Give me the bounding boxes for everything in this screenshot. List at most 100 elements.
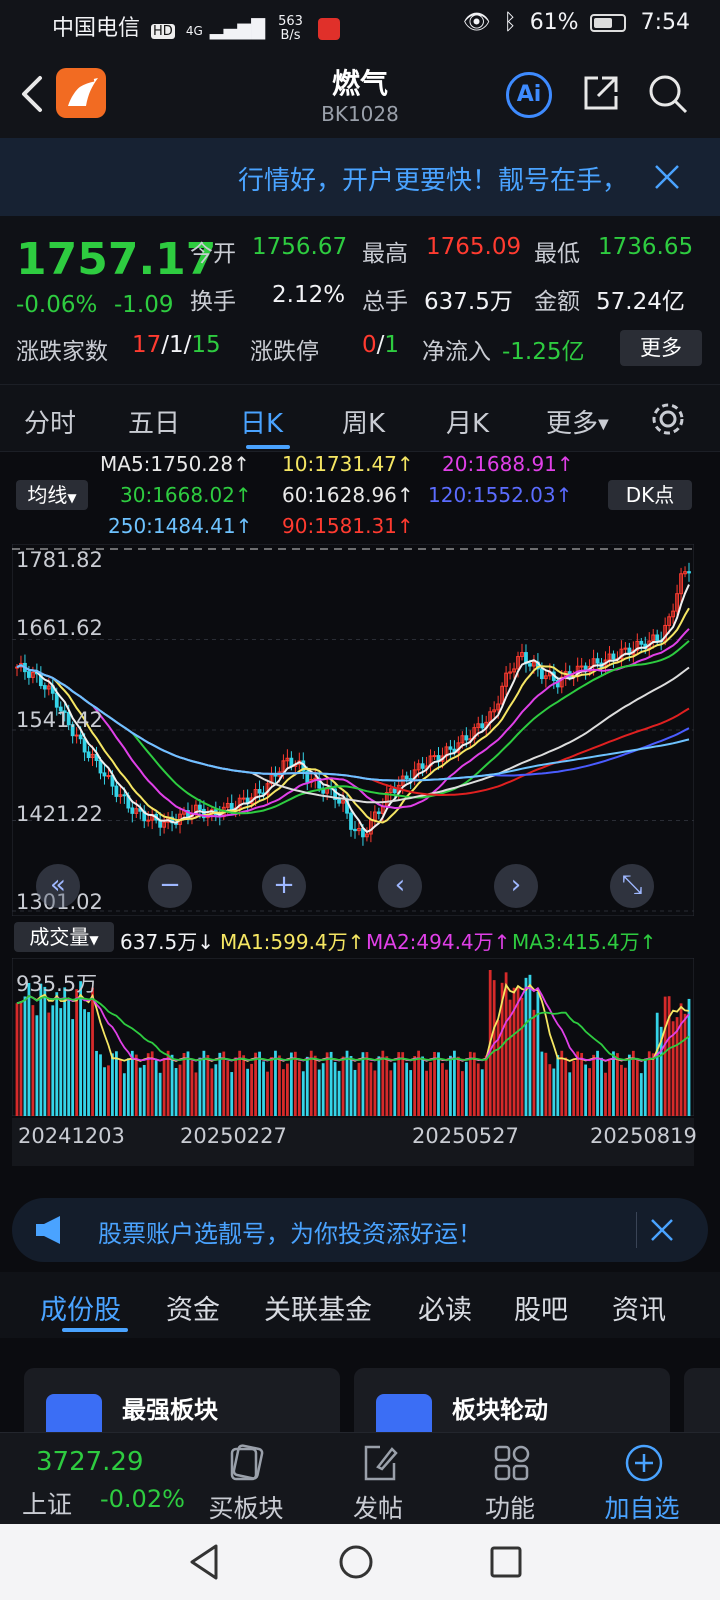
account-promo-banner[interactable]: 股票账户选靓号，为你投资添好运！ bbox=[12, 1198, 708, 1262]
advdec-sep1: / bbox=[161, 332, 170, 358]
volume-ma-line bbox=[16, 994, 690, 1062]
candle-body bbox=[58, 706, 63, 712]
y-tick-0: 1781.82 bbox=[16, 548, 103, 572]
nav-recents-icon[interactable] bbox=[486, 1542, 526, 1582]
candle-body bbox=[508, 671, 512, 674]
volume-bar bbox=[389, 1070, 393, 1116]
dropdown-icon: ▼ bbox=[598, 416, 609, 433]
volume-bar bbox=[456, 1056, 460, 1116]
close-icon[interactable] bbox=[650, 1218, 674, 1242]
tab-funds-flow[interactable]: 资金 bbox=[166, 1295, 220, 1326]
candle-body bbox=[655, 634, 660, 641]
candle-body bbox=[241, 797, 246, 800]
tab-monthly-k[interactable]: 月K bbox=[446, 409, 490, 439]
volume-bar bbox=[500, 982, 504, 1116]
share-icon[interactable] bbox=[580, 72, 622, 114]
tab-five-day[interactable]: 五日 bbox=[128, 409, 181, 439]
ma-selector[interactable]: 均线▼ bbox=[16, 480, 88, 510]
nav-back-icon[interactable] bbox=[186, 1542, 222, 1582]
candle-body bbox=[341, 800, 345, 804]
volume-selector[interactable]: 成交量▼ bbox=[14, 922, 114, 952]
network-type: 4G bbox=[185, 24, 203, 38]
volume-bar bbox=[115, 1051, 118, 1116]
volume-bar bbox=[683, 1013, 687, 1116]
candle-body bbox=[229, 802, 234, 811]
index-ticker[interactable]: 3727.29 上证 -0.02% bbox=[22, 1433, 185, 1525]
scroll-right-button[interactable]: › bbox=[494, 864, 538, 908]
more-button[interactable]: 更多 bbox=[620, 330, 702, 366]
tab-news[interactable]: 资讯 bbox=[612, 1295, 666, 1326]
nav-home-icon[interactable] bbox=[336, 1542, 376, 1582]
tab-weekly-k[interactable]: 周K bbox=[342, 409, 386, 439]
promo-banner[interactable]: 行情好，开户更要快！靓号在手， bbox=[0, 138, 720, 216]
volume-chart[interactable] bbox=[12, 958, 694, 1116]
dk-point-button[interactable]: DK点 bbox=[608, 480, 692, 510]
candle-body bbox=[623, 647, 628, 650]
turnover-value: 2.12% bbox=[272, 282, 346, 308]
volume-bar bbox=[190, 1060, 194, 1116]
card-partial[interactable] bbox=[684, 1368, 720, 1432]
candle-body bbox=[237, 797, 242, 809]
zoom-out-button[interactable]: − bbox=[148, 864, 192, 908]
zoom-in-button[interactable]: + bbox=[262, 864, 306, 908]
volume-bar bbox=[476, 1063, 480, 1116]
candle-body bbox=[432, 755, 437, 758]
x-tick-1: 20250227 bbox=[180, 1124, 287, 1148]
volume-bar bbox=[560, 1050, 564, 1116]
post-label: 发帖 bbox=[352, 1494, 403, 1523]
high-label: 最高 bbox=[362, 241, 408, 267]
candle-body bbox=[42, 685, 47, 690]
open-value: 1756.67 bbox=[252, 234, 348, 260]
scroll-left-button[interactable]: ‹ bbox=[378, 864, 422, 908]
volume-bar bbox=[377, 1056, 381, 1116]
volume-bar bbox=[429, 1062, 432, 1116]
tab-forum[interactable]: 股吧 bbox=[514, 1295, 568, 1326]
tab-must-read[interactable]: 必读 bbox=[418, 1295, 472, 1326]
buy-sector-button[interactable]: 买板块 bbox=[176, 1433, 316, 1525]
volume-bar bbox=[43, 986, 47, 1116]
tab-constituents[interactable]: 成份股 bbox=[40, 1295, 121, 1326]
candle-body bbox=[201, 808, 206, 819]
volume-bar bbox=[146, 1053, 150, 1116]
settings-icon[interactable] bbox=[648, 399, 688, 439]
add-watchlist-button[interactable]: 加自选 bbox=[572, 1433, 712, 1525]
functions-button[interactable]: 功能 bbox=[440, 1433, 580, 1525]
candle-body bbox=[285, 757, 290, 762]
card-strongest-sector[interactable]: 最强板块 bbox=[24, 1368, 340, 1432]
post-button[interactable]: 发帖 bbox=[308, 1433, 448, 1525]
tab-timeshare[interactable]: 分时 bbox=[24, 409, 77, 439]
divider bbox=[636, 1212, 637, 1248]
volume-bar bbox=[158, 1072, 162, 1116]
scroll-start-button[interactable]: « bbox=[36, 864, 80, 908]
tab-daily-k[interactable]: 日K bbox=[240, 409, 284, 439]
volume-bar bbox=[242, 1055, 246, 1116]
volume-bar bbox=[552, 1068, 556, 1116]
price-chart[interactable] bbox=[12, 544, 694, 916]
bottom-toolbar: 3727.29 上证 -0.02% 买板块 发帖 功能 加自选 bbox=[0, 1432, 720, 1524]
ai-button[interactable]: Ai bbox=[506, 72, 552, 118]
kline-chart-area[interactable]: MA5:1750.28↑ 10:1731.47↑ 20:1688.91↑ 均线▼… bbox=[0, 452, 720, 1188]
volume-bar bbox=[270, 1057, 273, 1116]
candle-body bbox=[273, 774, 278, 777]
volume-bar bbox=[31, 1005, 35, 1116]
volume-bar bbox=[138, 1067, 142, 1116]
candle-body bbox=[62, 710, 67, 713]
fullscreen-button[interactable]: ⤡ bbox=[610, 864, 654, 908]
search-icon[interactable] bbox=[646, 72, 690, 116]
tab-related-funds[interactable]: 关联基金 bbox=[264, 1295, 372, 1326]
candle-body bbox=[130, 807, 135, 814]
tab-more[interactable]: 更多▼ bbox=[546, 403, 609, 440]
candle-body bbox=[198, 804, 202, 810]
volume-bar bbox=[198, 1057, 202, 1116]
candle-body bbox=[520, 652, 524, 658]
card-sector-rotation[interactable]: 板块轮动 bbox=[354, 1368, 670, 1432]
close-icon[interactable] bbox=[654, 164, 680, 190]
ma-line bbox=[16, 664, 690, 782]
ma10-label: 10:1731.47↑ bbox=[282, 452, 414, 476]
volume-bar bbox=[679, 1003, 683, 1116]
volume-bar bbox=[413, 1056, 417, 1116]
back-icon[interactable] bbox=[18, 74, 46, 114]
candle-body bbox=[671, 610, 675, 618]
candle-body bbox=[31, 671, 35, 678]
carrier: 中国电信 bbox=[52, 16, 141, 41]
